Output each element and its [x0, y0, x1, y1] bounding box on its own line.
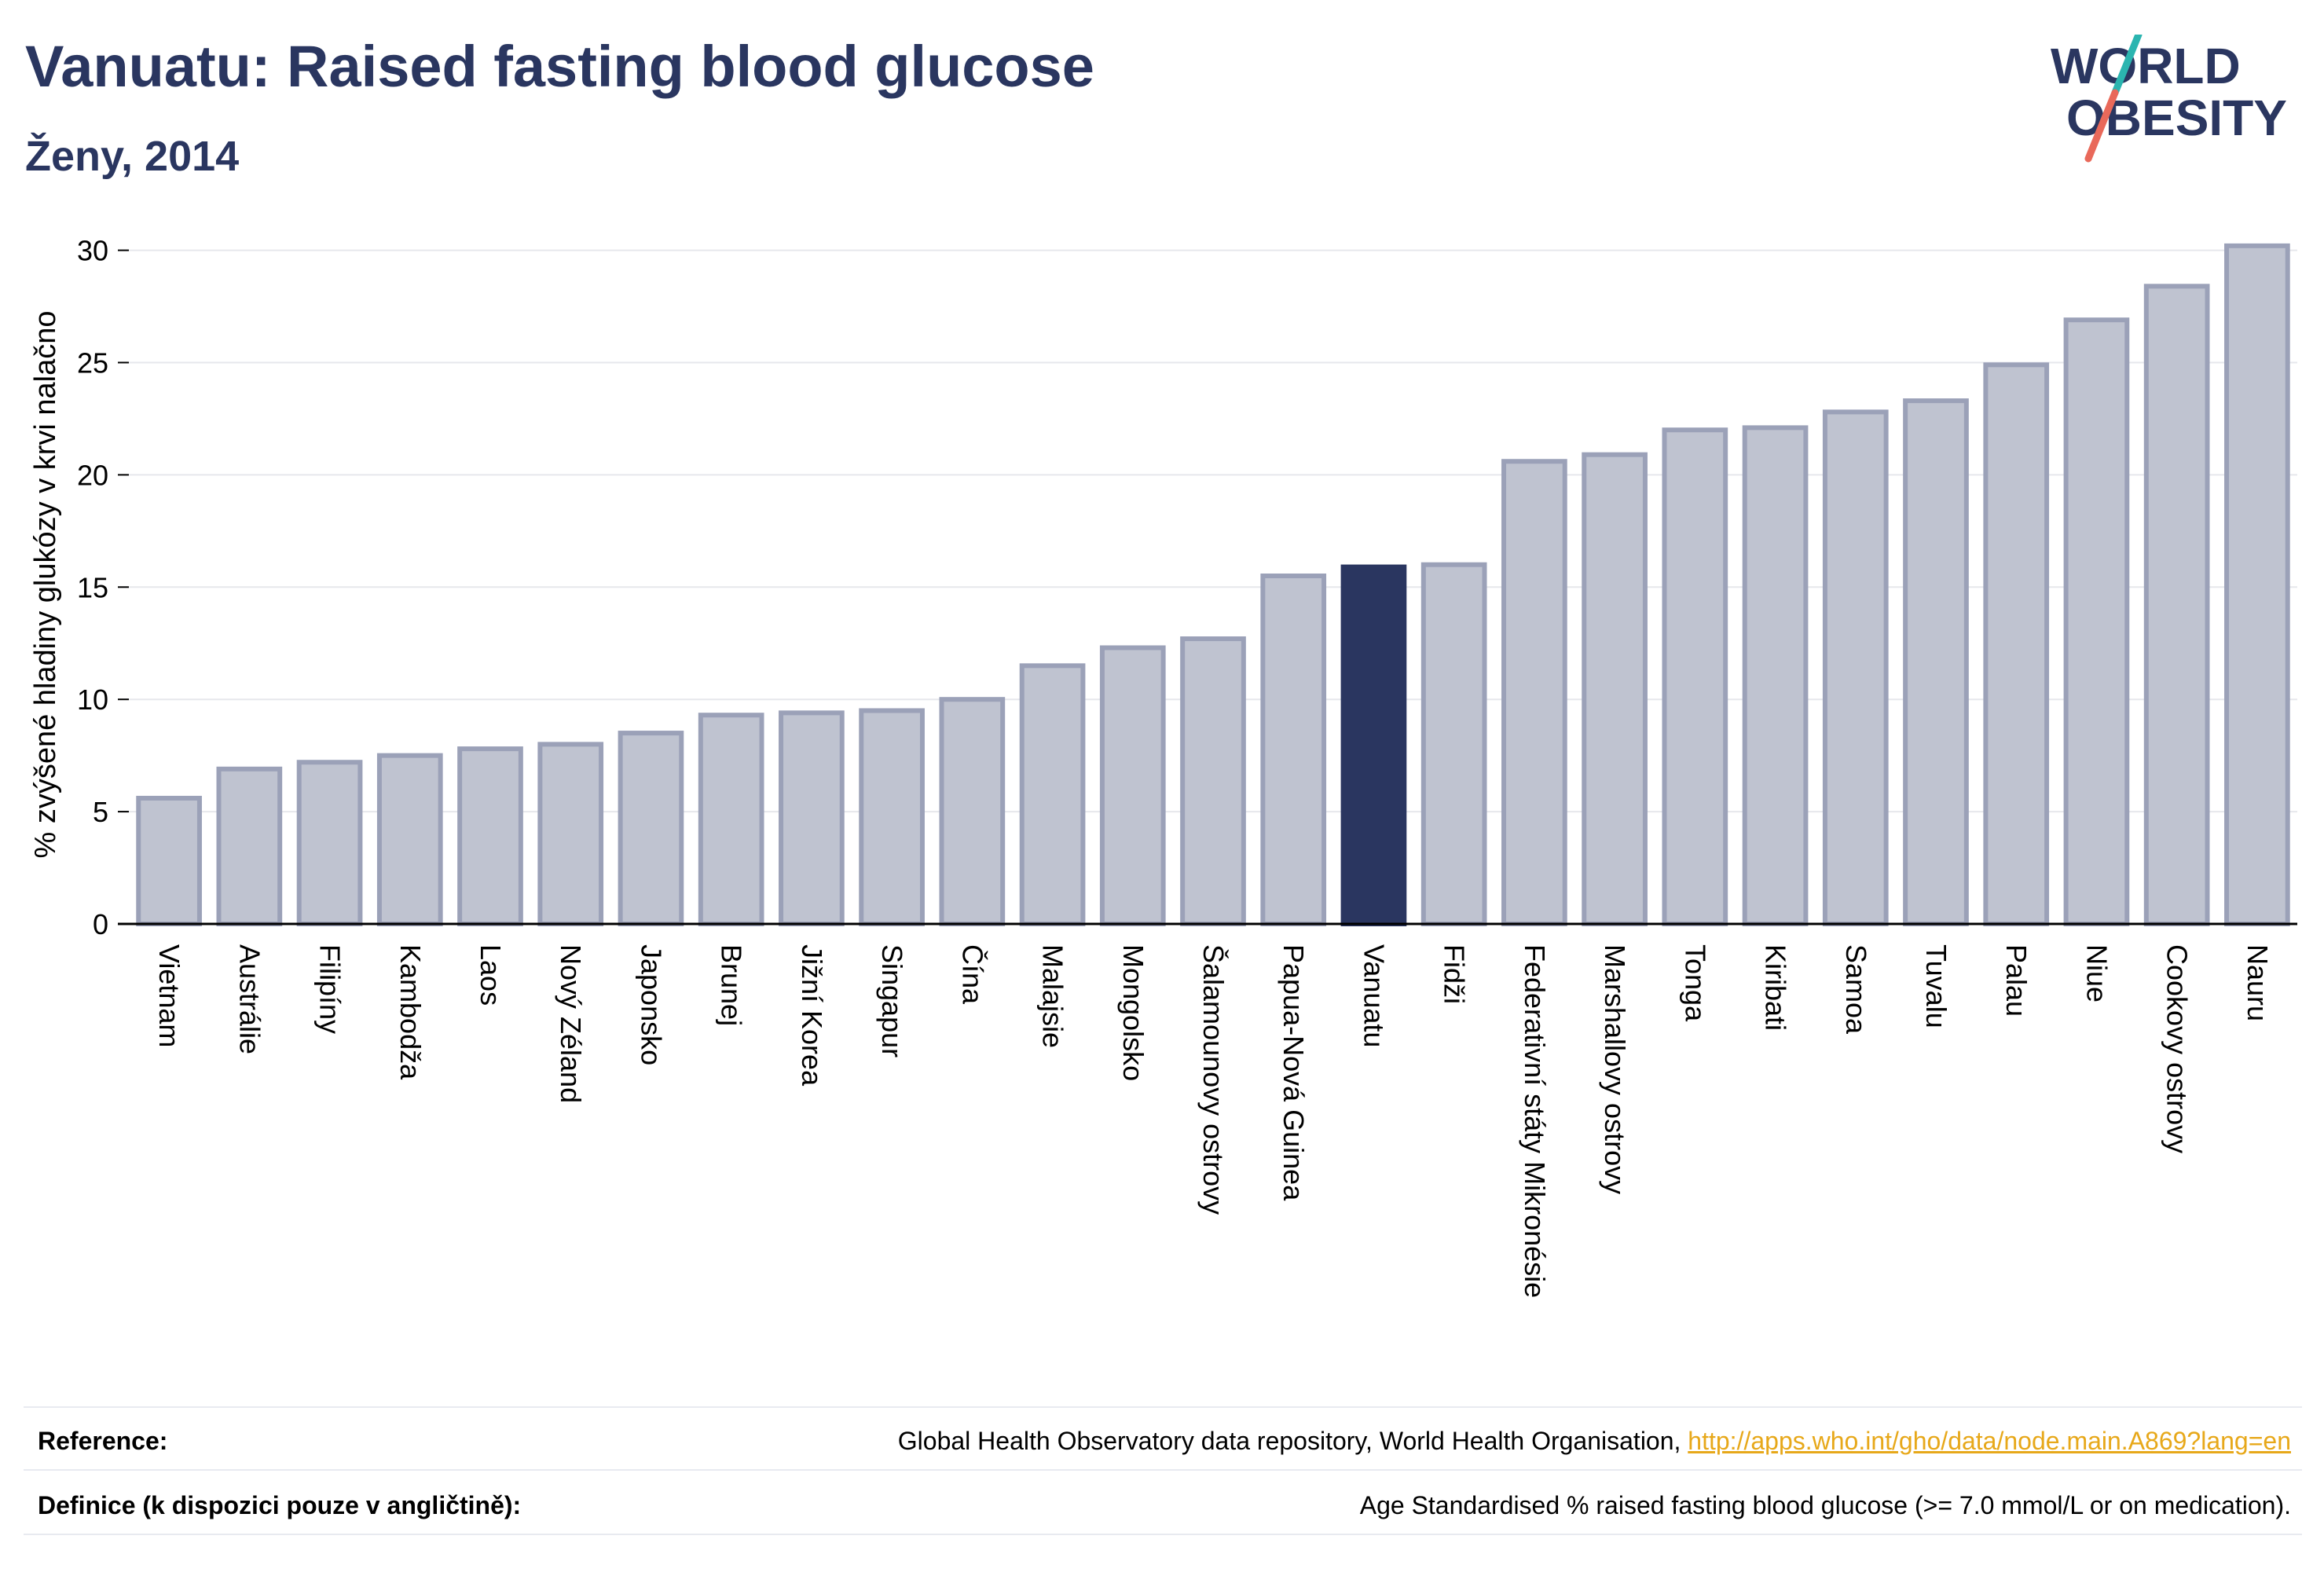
bar-26	[2224, 243, 2290, 926]
x-tick-label: Federativní státy Mikronésie	[1519, 944, 1551, 1298]
bar-0	[136, 795, 202, 926]
bar-11	[1019, 663, 1086, 926]
bar-4	[457, 746, 523, 927]
y-tick-label: 20	[77, 459, 108, 491]
bar-21	[1822, 409, 1889, 926]
bar-12	[1099, 645, 1166, 926]
x-tick-label: Vietnam	[153, 944, 185, 1047]
y-tick-label: 10	[77, 684, 108, 716]
bar-chart: 0 5 10 15 20 25 30 Vietnam Austrálie Filipíny Kamb…	[29, 235, 2297, 1298]
x-tick-label: Singapur	[876, 944, 908, 1057]
bar-2	[296, 760, 363, 926]
y-tick-label: 0	[93, 908, 108, 940]
bar-24	[2063, 317, 2130, 926]
x-tick-label: Vanuatu	[1358, 944, 1390, 1047]
x-tick-label: Marshallovy ostrovy	[1599, 944, 1631, 1194]
footer-divider-bottom	[24, 1534, 2302, 1535]
x-tick-label: Kiribati	[1760, 944, 1792, 1031]
x-tick-label: Niue	[2080, 944, 2113, 1002]
axes: 0 5 10 15 20 25 30 Vietnam Austrálie Filipíny Kamb…	[77, 235, 2297, 1298]
bar-16	[1420, 562, 1487, 926]
bar-3	[376, 753, 443, 926]
x-tick-label: Tuvalu	[1920, 944, 1952, 1028]
y-tick-label: 30	[77, 235, 108, 267]
x-tick-label: Fidži	[1439, 944, 1471, 1004]
x-tick-label: Malajsie	[1037, 944, 1069, 1048]
bar-18	[1582, 452, 1648, 926]
reference-text: Global Health Observatory data repositor…	[897, 1427, 1688, 1455]
footer-divider-middle	[24, 1469, 2302, 1471]
bar-17	[1501, 459, 1567, 926]
bar-19	[1662, 427, 1728, 926]
footer-divider-top	[24, 1406, 2302, 1408]
bar-10	[939, 697, 1006, 926]
bar-23	[1983, 362, 2050, 927]
reference-label: Reference:	[38, 1427, 168, 1455]
bar-7	[698, 713, 764, 926]
x-tick-label: Mongolsko	[1117, 944, 1149, 1081]
bar-20	[1742, 425, 1809, 926]
x-tick-label: Nový Zéland	[555, 944, 587, 1103]
bar-13	[1180, 636, 1246, 926]
x-tick-label: Laos	[475, 944, 507, 1006]
bar-1	[216, 766, 283, 926]
bars	[136, 243, 2290, 927]
definition-label: Definice (k dispozici pouze v angličtině…	[38, 1491, 522, 1519]
world-obesity-logo: WORLD OBESITY	[2051, 35, 2287, 163]
x-tick-label: Samoa	[1840, 944, 1872, 1035]
x-tick-label: Brunej	[716, 944, 748, 1026]
x-tick-label: Nauru	[2242, 944, 2274, 1021]
page-title: Vanuatu: Raised fasting blood glucose	[25, 34, 1094, 99]
logo-slash-coral	[2084, 89, 2119, 163]
x-tick-label: Šalamounovy ostrovy	[1197, 944, 1230, 1215]
logo-slash-teal	[2111, 35, 2143, 97]
y-tick-label: 5	[93, 796, 108, 828]
y-tick-label: 15	[77, 571, 108, 603]
bar-5	[537, 742, 604, 927]
bar-14	[1260, 574, 1327, 926]
bar-6	[618, 731, 684, 926]
bar-8	[779, 710, 845, 926]
y-axis-label: % zvýšené hladiny glukózy v krvi nalačno	[29, 310, 62, 858]
x-tick-label: Kambodža	[394, 944, 427, 1080]
x-tick-label: Papua-Nová Guinea	[1277, 944, 1310, 1201]
x-tick-label: Cookovy ostrovy	[2161, 944, 2194, 1153]
bar-9	[859, 708, 925, 927]
bar-15	[1340, 564, 1407, 926]
y-tick-label: 25	[77, 346, 108, 379]
x-tick-label: Filipíny	[314, 944, 346, 1034]
bar-25	[2143, 284, 2210, 926]
x-tick-label: Tonga	[1679, 944, 1711, 1022]
x-tick-label: Jižní Korea	[796, 944, 828, 1087]
x-tick-label: Austrálie	[233, 944, 266, 1054]
bar-22	[1903, 398, 1969, 926]
reference-link[interactable]: http://apps.who.int/gho/data/node.main.A…	[1688, 1427, 2291, 1455]
logo-text-world: WORLD	[2051, 38, 2241, 94]
definition-value: Age Standardised % raised fasting blood …	[1359, 1491, 2291, 1519]
x-tick-label: Čína	[956, 944, 988, 1005]
reference-value: Global Health Observatory data repositor…	[898, 1427, 2291, 1456]
x-tick-label: Japonsko	[635, 944, 667, 1065]
x-tick-label: Palau	[2000, 944, 2033, 1017]
page-subtitle: Ženy, 2014	[25, 133, 240, 180]
